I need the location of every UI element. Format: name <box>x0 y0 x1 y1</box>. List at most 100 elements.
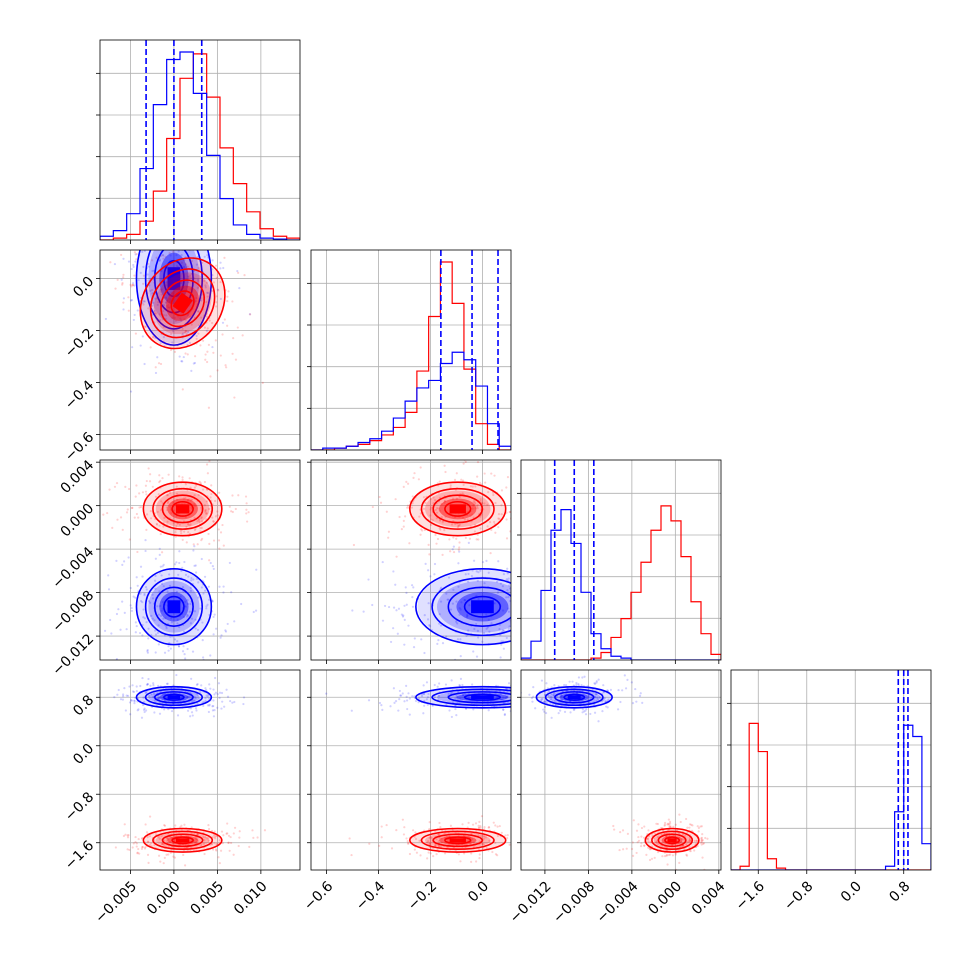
scatter-point <box>153 619 156 622</box>
scatter-point <box>145 683 149 686</box>
scatter-point <box>472 708 475 711</box>
scatter-point <box>587 694 591 697</box>
scatter-point <box>474 507 477 510</box>
scatter-point <box>500 698 503 702</box>
scatter-point <box>459 677 463 681</box>
scatter-point <box>136 851 139 854</box>
y-tick-label: −0.4 <box>62 377 97 412</box>
scatter-point <box>523 834 525 836</box>
scatter-point <box>514 692 516 694</box>
scatter-point <box>429 508 432 511</box>
scatter-point <box>619 830 622 834</box>
scatter-point <box>476 629 479 632</box>
scatter-point <box>218 862 221 865</box>
scatter-point <box>168 305 171 309</box>
scatter-point <box>144 539 147 542</box>
scatter-point <box>163 839 166 842</box>
scatter-point <box>113 485 117 488</box>
scatter-point <box>220 830 224 833</box>
scatter-point <box>557 712 560 715</box>
scatter-point <box>146 853 150 856</box>
scatter-point <box>524 690 526 692</box>
scatter-point <box>189 276 192 279</box>
scatter-point <box>403 826 406 829</box>
scatter-point <box>229 441 231 443</box>
scatter-point <box>119 628 122 631</box>
scatter-point <box>176 640 179 643</box>
scatter-point <box>459 860 462 863</box>
scatter-point <box>139 592 142 595</box>
scatter-point <box>506 695 509 698</box>
scatter-point <box>121 563 124 566</box>
scatter-point <box>631 841 634 844</box>
scatter-point <box>166 841 169 844</box>
scatter-point <box>514 588 516 590</box>
scatter-point <box>209 561 212 565</box>
scatter-point <box>122 301 125 304</box>
scatter-point <box>148 247 150 249</box>
scatter-point <box>167 234 169 236</box>
scatter-point <box>161 253 164 257</box>
scatter-point <box>522 690 524 692</box>
scatter-point <box>157 684 160 687</box>
scatter-point <box>402 833 406 836</box>
contour-run_b-1 <box>161 833 204 848</box>
scatter-point <box>122 276 125 279</box>
scatter-point <box>487 826 490 829</box>
scatter-point <box>176 618 179 622</box>
scatter-point <box>147 861 150 865</box>
scatter-point <box>181 586 185 589</box>
scatter-point <box>142 708 146 711</box>
scatter-point <box>181 360 184 363</box>
scatter-point <box>236 269 239 273</box>
scatter-point <box>186 204 188 206</box>
scatter-point <box>617 688 620 692</box>
scatter-point <box>700 840 704 843</box>
scatter-point <box>191 201 193 203</box>
scatter-point <box>446 598 449 601</box>
scatter-point <box>505 518 508 521</box>
scatter-point <box>193 564 196 567</box>
scatter-point <box>637 594 639 596</box>
scatter-point <box>560 694 563 697</box>
scatter-point <box>505 596 508 599</box>
scatter-point <box>228 561 231 565</box>
scatter-point <box>506 572 509 575</box>
scatter-point <box>167 853 170 856</box>
x-tick-label: −0.012 <box>507 878 555 926</box>
scatter-point <box>560 598 562 600</box>
scatter-point <box>502 708 505 711</box>
scatter-point <box>701 832 704 836</box>
scatter-point <box>411 495 414 498</box>
scatter-point <box>434 508 437 512</box>
scatter-point <box>491 850 494 854</box>
scatter-point <box>529 564 531 566</box>
scatter-point <box>543 700 546 703</box>
scatter-point <box>406 707 409 711</box>
scatter-point <box>362 610 365 613</box>
contour-run_b-3 <box>139 257 226 350</box>
scatter-point <box>160 574 163 577</box>
scatter-point <box>186 647 189 651</box>
scatter-point <box>190 227 192 229</box>
scatter-point <box>196 286 199 289</box>
scatter-point <box>147 600 150 603</box>
scatter-point <box>550 716 553 719</box>
scatter-point <box>200 516 203 519</box>
scatter-point <box>133 251 137 254</box>
scatter-point <box>106 511 109 515</box>
scatter-point <box>502 572 505 576</box>
scatter-point <box>210 321 214 325</box>
scatter-point <box>209 215 211 217</box>
scatter-point <box>197 310 200 313</box>
scatter-point <box>215 276 218 279</box>
scatter-point <box>577 684 580 687</box>
scatter-point <box>160 288 163 291</box>
scatter-point <box>619 700 622 704</box>
scatter-point <box>441 642 445 645</box>
scatter-point <box>472 504 476 507</box>
scatter-point <box>218 839 221 842</box>
scatter-point <box>537 716 539 718</box>
scatter-point <box>218 547 221 550</box>
scatter-point <box>469 514 472 517</box>
